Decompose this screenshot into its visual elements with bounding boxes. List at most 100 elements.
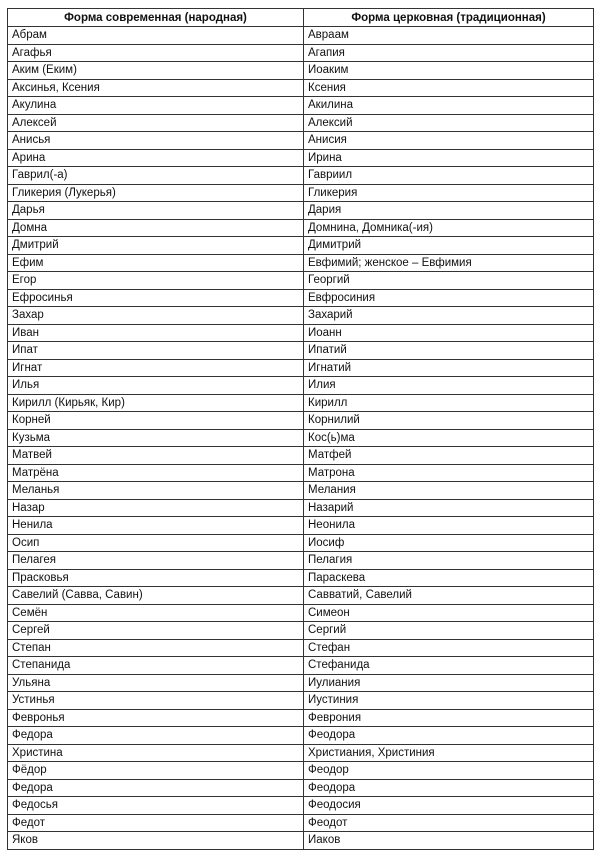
modern-name-cell: Ефросинья [7, 288, 304, 307]
church-name-cell: Иоаким [303, 61, 594, 80]
modern-name-cell: Федора [7, 726, 304, 745]
names-table: Форма современная (народная) Форма церко… [7, 8, 594, 850]
modern-name-cell: Матвей [7, 446, 304, 465]
church-name-cell: Иулиания [303, 673, 594, 692]
table-row: Ипат Ипатий [7, 341, 594, 360]
table-row: Назар Назарий [7, 498, 594, 517]
modern-name-cell: Назар [7, 498, 304, 517]
church-name-cell: Иустиния [303, 691, 594, 710]
table-row: Степанида Стефанида [7, 656, 594, 675]
church-name-cell: Евфросиния [303, 288, 594, 307]
church-name-cell: Пелагия [303, 551, 594, 570]
church-name-cell: Феодора [303, 778, 594, 797]
modern-name-cell: Арина [7, 148, 304, 167]
modern-name-cell: Савелий (Савва, Савин) [7, 586, 304, 605]
table-row: Матрёна Матрона [7, 463, 594, 482]
modern-name-cell: Ипат [7, 341, 304, 360]
church-name-cell: Авраам [303, 26, 594, 45]
table-row: Алексей Алексий [7, 113, 594, 132]
church-name-cell: Алексий [303, 113, 594, 132]
table-row: Ефросинья Евфросиния [7, 288, 594, 307]
church-name-cell: Феодор [303, 761, 594, 780]
church-name-cell: Иоанн [303, 323, 594, 342]
modern-name-cell: Прасковья [7, 568, 304, 587]
table-row: Пелагея Пелагия [7, 551, 594, 570]
table-row: Егор Георгий [7, 271, 594, 290]
modern-name-cell: Сергей [7, 621, 304, 640]
church-name-cell: Стефан [303, 638, 594, 657]
modern-name-cell: Федот [7, 813, 304, 832]
church-name-cell: Гликерия [303, 183, 594, 202]
church-name-cell: Захарий [303, 306, 594, 325]
modern-name-cell: Аксинья, Ксения [7, 78, 304, 97]
modern-name-cell: Кузьма [7, 428, 304, 447]
table-row: Ненила Неонила [7, 516, 594, 535]
church-name-cell: Неонила [303, 516, 594, 535]
church-name-cell: Дария [303, 201, 594, 220]
modern-name-cell: Алексей [7, 113, 304, 132]
header-row: Форма современная (народная) Форма церко… [7, 8, 594, 27]
table-row: Дарья Дария [7, 201, 594, 220]
table-row: Абрам Авраам [7, 26, 594, 45]
church-name-cell: Феодора [303, 726, 594, 745]
modern-name-cell: Христина [7, 743, 304, 762]
church-name-cell: Сергий [303, 621, 594, 640]
church-name-cell: Георгий [303, 271, 594, 290]
church-name-cell: Иосиф [303, 533, 594, 552]
modern-name-cell: Февронья [7, 708, 304, 727]
modern-name-cell: Гаврил(-а) [7, 166, 304, 185]
modern-name-cell: Илья [7, 376, 304, 395]
modern-name-cell: Федосья [7, 796, 304, 815]
table-row: Илья Илия [7, 376, 594, 395]
table-row: Анисья Анисия [7, 131, 594, 150]
table-row: Федосья Феодосия [7, 796, 594, 815]
church-name-cell: Ирина [303, 148, 594, 167]
modern-name-cell: Аким (Еким) [7, 61, 304, 80]
modern-name-cell: Гликерия (Лукерья) [7, 183, 304, 202]
church-name-cell: Илия [303, 376, 594, 395]
church-name-cell: Анисия [303, 131, 594, 150]
table-row: Степан Стефан [7, 638, 594, 657]
table-row: Осип Иосиф [7, 533, 594, 552]
modern-name-cell: Яков [7, 831, 304, 850]
church-name-cell: Христиания, Христиния [303, 743, 594, 762]
table-row: Ульяна Иулиания [7, 673, 594, 692]
table-row: Федора Феодора [7, 778, 594, 797]
church-name-cell: Феодосия [303, 796, 594, 815]
table-row: Ефим Евфимий; женское – Евфимия [7, 253, 594, 272]
modern-name-cell: Меланья [7, 481, 304, 500]
modern-name-cell: Семён [7, 603, 304, 622]
modern-name-cell: Устинья [7, 691, 304, 710]
modern-name-cell: Агафья [7, 43, 304, 62]
church-name-cell: Игнатий [303, 358, 594, 377]
table-row: Кирилл (Кирьяк, Кир) Кирилл [7, 393, 594, 412]
church-name-cell: Матфей [303, 446, 594, 465]
table-row: Игнат Игнатий [7, 358, 594, 377]
table-row: Федора Феодора [7, 726, 594, 745]
table-row: Гаврил(-а) Гавриил [7, 166, 594, 185]
church-name-cell: Димитрий [303, 236, 594, 255]
table-row: Христина Христиания, Христиния [7, 743, 594, 762]
modern-name-cell: Захар [7, 306, 304, 325]
modern-name-cell: Матрёна [7, 463, 304, 482]
modern-name-cell: Дарья [7, 201, 304, 220]
table-row: Акулина Акилина [7, 96, 594, 115]
modern-name-cell: Пелагея [7, 551, 304, 570]
church-name-cell: Евфимий; женское – Евфимия [303, 253, 594, 272]
modern-name-cell: Абрам [7, 26, 304, 45]
table-row: Семён Симеон [7, 603, 594, 622]
church-name-cell: Стефанида [303, 656, 594, 675]
table-row: Яков Иаков [7, 831, 594, 850]
church-name-cell: Домнина, Домника(-ия) [303, 218, 594, 237]
church-name-cell: Иаков [303, 831, 594, 850]
table-row: Савелий (Савва, Савин) Савватий, Савелий [7, 586, 594, 605]
table-row: Гликерия (Лукерья) Гликерия [7, 183, 594, 202]
table-row: Дмитрий Димитрий [7, 236, 594, 255]
church-name-cell: Савватий, Савелий [303, 586, 594, 605]
table-row: Домна Домнина, Домника(-ия) [7, 218, 594, 237]
table-row: Корней Корнилий [7, 411, 594, 430]
church-name-cell: Ксения [303, 78, 594, 97]
church-name-cell: Феврония [303, 708, 594, 727]
modern-name-cell: Ефим [7, 253, 304, 272]
table-row: Федот Феодот [7, 813, 594, 832]
